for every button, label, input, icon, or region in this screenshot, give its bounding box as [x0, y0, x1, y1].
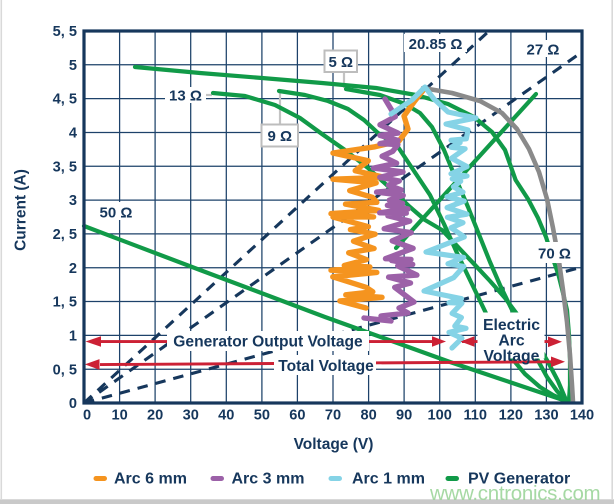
svg-text:140: 140 — [570, 408, 594, 424]
svg-text:50: 50 — [254, 408, 270, 424]
svg-text:5: 5 — [69, 58, 77, 74]
svg-text:1: 1 — [69, 328, 77, 344]
svg-text:120: 120 — [499, 408, 523, 424]
svg-text:20.85 Ω: 20.85 Ω — [409, 36, 463, 53]
svg-text:Arc 3 mm: Arc 3 mm — [232, 471, 305, 488]
svg-text:Arc 6 mm: Arc 6 mm — [114, 471, 187, 488]
svg-text:130: 130 — [534, 408, 558, 424]
svg-text:1, 5: 1, 5 — [53, 295, 77, 311]
svg-text:100: 100 — [428, 408, 452, 424]
svg-text:www.cntronics.com: www.cntronics.com — [429, 482, 600, 504]
svg-text:40: 40 — [218, 408, 234, 424]
svg-text:2: 2 — [69, 261, 77, 277]
svg-text:50 Ω: 50 Ω — [100, 205, 133, 222]
svg-text:70 Ω: 70 Ω — [538, 246, 571, 263]
svg-text:20: 20 — [147, 408, 163, 424]
svg-text:10: 10 — [111, 408, 127, 424]
svg-text:0: 0 — [69, 396, 77, 412]
svg-text:5, 5: 5, 5 — [53, 24, 77, 40]
svg-text:Generator Output Voltage: Generator Output Voltage — [173, 334, 363, 351]
svg-text:0: 0 — [83, 408, 91, 424]
svg-text:PV Generator: PV Generator — [468, 471, 570, 488]
svg-text:5 Ω: 5 Ω — [328, 54, 353, 71]
svg-text:27 Ω: 27 Ω — [527, 42, 560, 59]
svg-text:4, 5: 4, 5 — [53, 92, 77, 108]
svg-text:Total Voltage: Total Voltage — [278, 358, 374, 375]
svg-text:80: 80 — [360, 408, 376, 424]
svg-text:Electric: Electric — [483, 317, 540, 334]
svg-text:Arc: Arc — [498, 333, 525, 350]
svg-text:13 Ω: 13 Ω — [169, 88, 202, 105]
svg-text:Voltage (V): Voltage (V) — [294, 436, 374, 453]
svg-text:70: 70 — [325, 408, 341, 424]
svg-text:Arc 1 mm: Arc 1 mm — [352, 471, 425, 488]
svg-text:110: 110 — [464, 408, 488, 424]
svg-text:2, 5: 2, 5 — [53, 227, 77, 243]
svg-text:9 Ω: 9 Ω — [267, 128, 292, 145]
svg-text:Voltage: Voltage — [484, 348, 540, 365]
svg-text:Current (A): Current (A) — [13, 169, 30, 251]
svg-text:30: 30 — [183, 408, 199, 424]
svg-text:3, 5: 3, 5 — [53, 159, 77, 175]
svg-text:60: 60 — [289, 408, 305, 424]
svg-text:0, 5: 0, 5 — [53, 362, 77, 378]
svg-text:90: 90 — [396, 408, 412, 424]
svg-text:4: 4 — [69, 126, 78, 142]
svg-text:3: 3 — [69, 193, 77, 209]
